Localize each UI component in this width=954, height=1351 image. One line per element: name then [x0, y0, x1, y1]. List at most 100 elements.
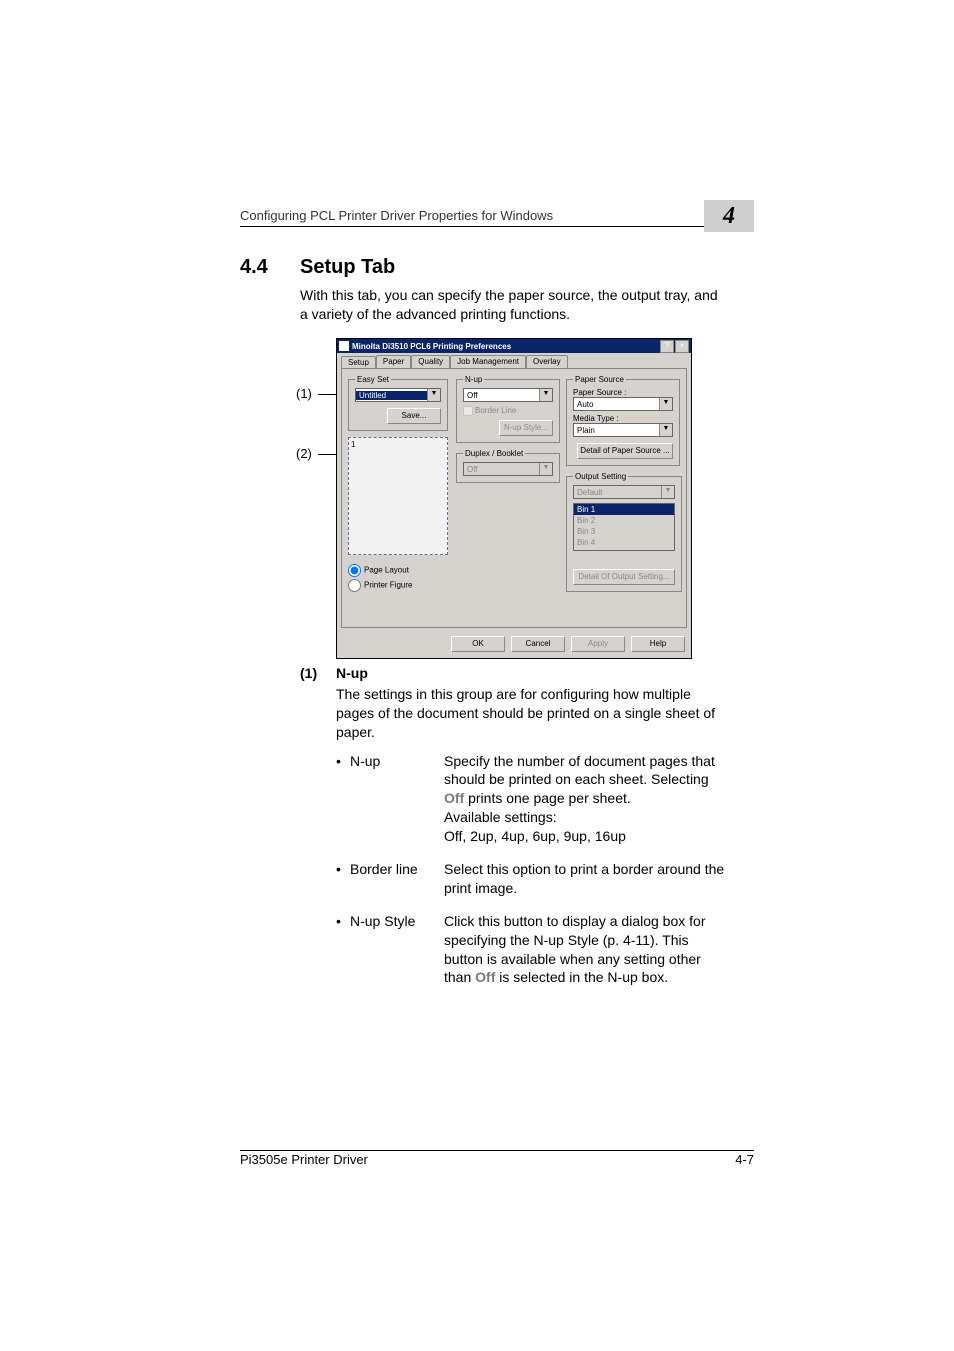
def-intro: The settings in this group are for confi…	[336, 685, 730, 742]
chevron-down-icon: ▼	[539, 389, 552, 401]
output-setting-legend: Output Setting	[573, 472, 628, 481]
close-button[interactable]: ×	[675, 340, 689, 353]
callout-2-label: (2)	[296, 446, 312, 461]
easyset-group: Easy Set Untitled ▼ Save...	[348, 375, 448, 431]
border-line-checkbox[interactable]: Border Line	[463, 406, 553, 416]
list-item: Bin 1	[574, 504, 674, 515]
chapter-badge: 4	[704, 200, 754, 232]
duplex-value: Off	[464, 465, 539, 474]
paper-source-value: Auto	[574, 400, 659, 409]
print-preferences-dialog: Minolta Di3510 PCL6 Printing Preferences…	[336, 338, 692, 659]
media-type-value: Plain	[574, 426, 659, 435]
definitions-block: (1)N-up The settings in this group are f…	[300, 664, 730, 1001]
bullet-row: • Border line Select this option to prin…	[336, 860, 730, 898]
duplex-group: Duplex / Booklet Off ▼	[456, 449, 560, 483]
desc-text: is selected in the N-up box.	[495, 969, 668, 985]
chevron-down-icon: ▼	[659, 424, 672, 436]
radio-printer-figure-label: Printer Figure	[364, 581, 412, 590]
desc-text: Select this option to print a border aro…	[444, 861, 724, 896]
section-intro: With this tab, you can specify the paper…	[300, 286, 720, 324]
chevron-down-icon: ▼	[659, 398, 672, 410]
bullet-desc: Select this option to print a border aro…	[444, 860, 730, 898]
running-header: Configuring PCL Printer Driver Propertie…	[240, 208, 754, 223]
bullet-term: N-up	[350, 752, 444, 846]
dialog-buttons: OK Cancel Apply Help	[337, 632, 691, 658]
nup-value: Off	[464, 391, 539, 400]
help-button[interactable]: ?	[660, 340, 674, 353]
tab-overlay[interactable]: Overlay	[526, 355, 568, 368]
bullet-desc: Click this button to display a dialog bo…	[444, 912, 730, 988]
apply-button[interactable]: Apply	[571, 636, 625, 652]
divider	[240, 1150, 754, 1151]
easyset-legend: Easy Set	[355, 375, 391, 384]
callout-1-label: (1)	[296, 386, 312, 401]
media-type-select[interactable]: Plain ▼	[573, 423, 673, 437]
setup-tabpage: Easy Set Untitled ▼ Save... 1 Page Layou…	[341, 368, 687, 628]
bullet-term: Border line	[350, 860, 444, 898]
paper-source-group: Paper Source Paper Source : Auto ▼ Media…	[566, 375, 680, 466]
easyset-save-button[interactable]: Save...	[387, 408, 441, 424]
bullet-term: N-up Style	[350, 912, 444, 988]
easyset-value: Untitled	[356, 391, 427, 400]
tab-quality[interactable]: Quality	[411, 355, 450, 368]
footer-left: Pi3505e Printer Driver	[240, 1152, 368, 1167]
cancel-button[interactable]: Cancel	[511, 636, 565, 652]
section-heading: 4.4Setup Tab	[240, 256, 395, 279]
bullet-desc: Specify the number of document pages tha…	[444, 752, 730, 846]
easyset-select[interactable]: Untitled ▼	[355, 388, 441, 402]
paper-source-select[interactable]: Auto ▼	[573, 397, 673, 411]
bullet-icon: •	[336, 752, 350, 846]
bullet-icon: •	[336, 860, 350, 898]
radio-page-layout[interactable]: Page Layout	[348, 563, 448, 578]
radio-printer-figure[interactable]: Printer Figure	[348, 578, 448, 593]
def-heading: N-up	[336, 665, 368, 681]
desc-text: Specify the number of document pages tha…	[444, 753, 715, 788]
paper-source-detail-button[interactable]: Detail of Paper Source ...	[577, 443, 673, 459]
duplex-legend: Duplex / Booklet	[463, 449, 525, 458]
output-setting-value: Default	[574, 488, 661, 497]
desc-text: prints one page per sheet.	[464, 790, 631, 806]
footer-right: 4-7	[735, 1152, 754, 1167]
nup-style-button[interactable]: N-up Style...	[499, 420, 553, 436]
chevron-down-icon: ▼	[427, 389, 440, 401]
output-setting-group: Output Setting Default ▼ Bin 1 Bin 2 Bin…	[566, 472, 682, 592]
chevron-down-icon: ▼	[539, 463, 552, 475]
desc-text: Off, 2up, 4up, 6up, 9up, 16up	[444, 828, 626, 844]
preview-page-number: 1	[351, 440, 355, 449]
off-word: Off	[475, 969, 495, 985]
app-icon	[339, 341, 349, 351]
def-marker: (1)	[300, 664, 336, 683]
list-item: Bin 4	[574, 537, 674, 548]
bullet-icon: •	[336, 912, 350, 988]
output-setting-select[interactable]: Default ▼	[573, 485, 675, 499]
ok-button[interactable]: OK	[451, 636, 505, 652]
border-line-label: Border Line	[475, 406, 516, 415]
radio-page-layout-label: Page Layout	[364, 566, 409, 575]
paper-source-label: Paper Source :	[573, 388, 673, 397]
section-number: 4.4	[240, 256, 300, 279]
nup-group: N-up Off ▼ Border Line N-up Style...	[456, 375, 560, 443]
tab-job[interactable]: Job Management	[450, 355, 526, 368]
titlebar: Minolta Di3510 PCL6 Printing Preferences…	[337, 339, 691, 353]
bullet-row: • N-up Specify the number of document pa…	[336, 752, 730, 846]
list-item: Bin 3	[574, 526, 674, 537]
duplex-select[interactable]: Off ▼	[463, 462, 553, 476]
paper-source-legend: Paper Source	[573, 375, 626, 384]
media-type-label: Media Type :	[573, 414, 673, 423]
chevron-down-icon: ▼	[661, 486, 674, 498]
tabstrip: Setup Paper Quality Job Management Overl…	[337, 353, 691, 368]
output-detail-button[interactable]: Detail Of Output Setting...	[573, 569, 675, 585]
bullet-row: • N-up Style Click this button to displa…	[336, 912, 730, 988]
list-item: Bin 2	[574, 515, 674, 526]
tab-paper[interactable]: Paper	[376, 355, 411, 368]
page-footer: Pi3505e Printer Driver 4-7	[240, 1152, 754, 1167]
divider	[240, 226, 754, 227]
nup-legend: N-up	[463, 375, 484, 384]
off-word: Off	[444, 790, 464, 806]
section-title: Setup Tab	[300, 256, 395, 278]
help-button[interactable]: Help	[631, 636, 685, 652]
bin-listbox[interactable]: Bin 1 Bin 2 Bin 3 Bin 4	[573, 503, 675, 551]
layout-preview: 1	[348, 437, 448, 555]
nup-select[interactable]: Off ▼	[463, 388, 553, 402]
window-title: Minolta Di3510 PCL6 Printing Preferences	[352, 342, 659, 351]
